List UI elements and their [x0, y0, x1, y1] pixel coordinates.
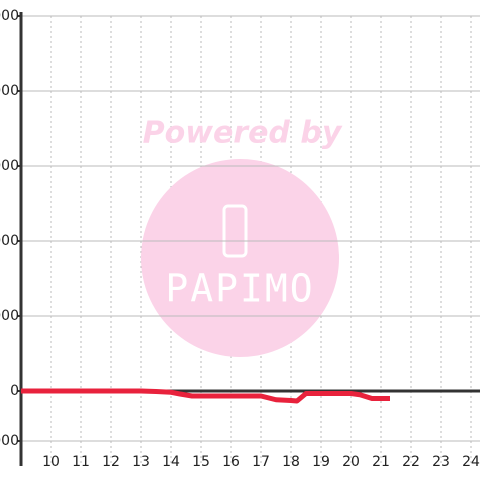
x-tick-label: 14 — [162, 454, 180, 470]
x-tick-label: 12 — [102, 454, 120, 470]
y-tick-label: 60,000 — [0, 233, 19, 249]
x-tick-label: 13 — [132, 454, 150, 470]
watermark-phone — [222, 204, 248, 258]
y-tick-label: -20,000 — [0, 433, 19, 449]
x-tick-label: 17 — [252, 454, 270, 470]
watermark-top: Powered by — [143, 116, 343, 151]
y-tick-label: 0 — [10, 383, 19, 399]
x-tick-label: 22 — [402, 454, 420, 470]
watermark-brand: PAPIMO — [165, 267, 314, 311]
x-tick-label: 16 — [222, 454, 240, 470]
x-tick-label: 19 — [312, 454, 330, 470]
y-tick-label: 120,000 — [0, 83, 19, 99]
x-tick-label: 11 — [72, 454, 90, 470]
x-tick-label: 21 — [372, 454, 390, 470]
watermark-circle — [141, 159, 339, 357]
x-tick-label: 23 — [432, 454, 450, 470]
y-tick-label: 90,000 — [0, 158, 19, 174]
x-tick-label: 20 — [342, 454, 360, 470]
line — [21, 388, 390, 404]
x-tick-label: 15 — [192, 454, 210, 470]
x-tick-label: 24 — [462, 454, 480, 470]
x-tick-label: 10 — [42, 454, 60, 470]
y-tick-label: 150,000 — [0, 8, 19, 24]
x-tick-label: 18 — [282, 454, 300, 470]
y-tick-label: 30,000 — [0, 308, 19, 324]
